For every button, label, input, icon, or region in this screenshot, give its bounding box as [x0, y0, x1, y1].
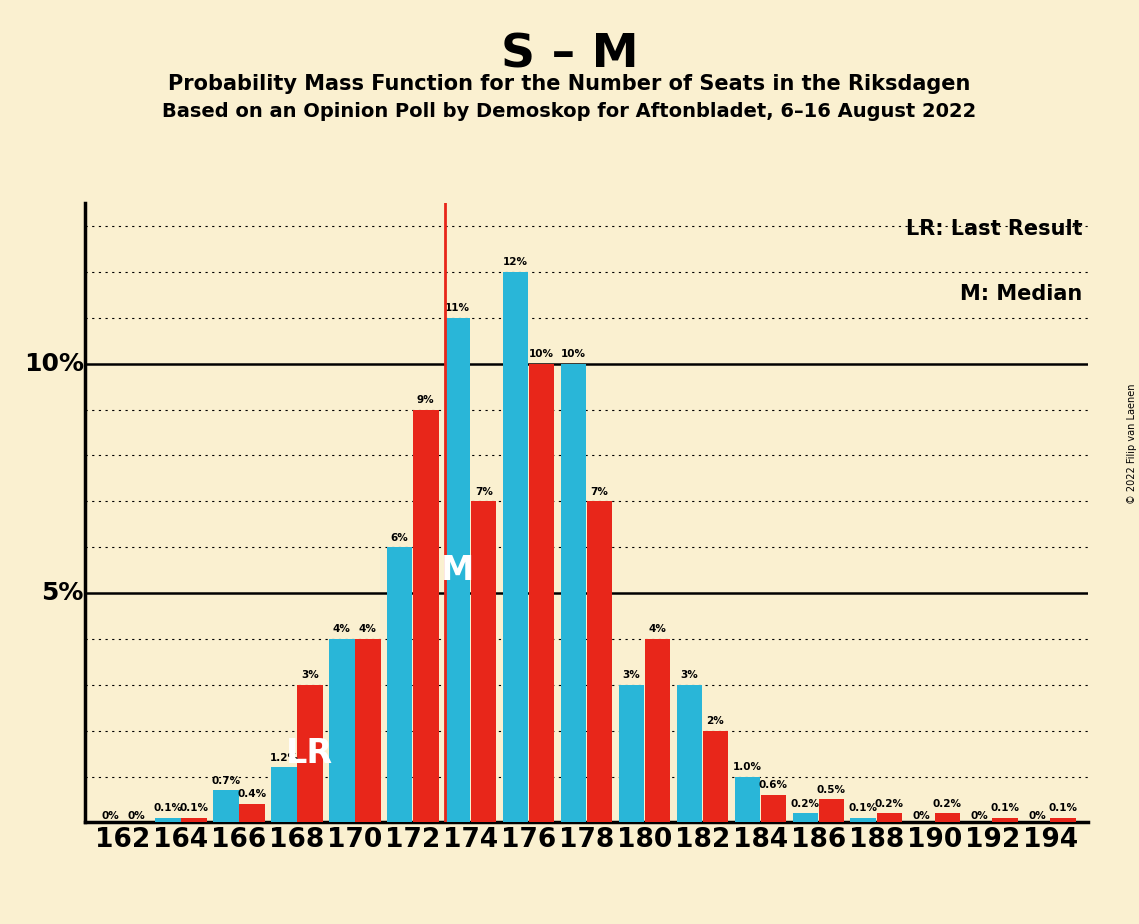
Text: 11%: 11%	[445, 303, 470, 313]
Bar	[677, 685, 702, 822]
Bar	[355, 638, 380, 822]
Bar	[645, 638, 671, 822]
Text: 6%: 6%	[391, 532, 409, 542]
Text: 0.1%: 0.1%	[154, 803, 182, 813]
Bar	[703, 731, 728, 822]
Text: 4%: 4%	[333, 625, 351, 635]
Bar	[181, 818, 207, 822]
Bar	[387, 547, 412, 822]
Bar	[413, 409, 439, 822]
Bar	[735, 776, 760, 822]
Text: 12%: 12%	[503, 258, 528, 267]
Text: 0.1%: 0.1%	[1049, 803, 1077, 813]
Text: 0.2%: 0.2%	[875, 798, 904, 808]
Bar	[297, 685, 322, 822]
Text: 4%: 4%	[648, 625, 666, 635]
Text: 0.1%: 0.1%	[180, 803, 208, 813]
Bar	[877, 813, 902, 822]
Text: 7%: 7%	[591, 487, 608, 497]
Text: LR: LR	[286, 737, 334, 770]
Bar	[445, 318, 470, 822]
Text: 10%: 10%	[530, 349, 555, 359]
Text: S – M: S – M	[501, 32, 638, 78]
Text: 9%: 9%	[417, 395, 435, 405]
Bar	[560, 364, 587, 822]
Text: 1.2%: 1.2%	[269, 753, 298, 762]
Text: Probability Mass Function for the Number of Seats in the Riksdagen: Probability Mass Function for the Number…	[169, 74, 970, 94]
Bar	[587, 502, 613, 822]
Text: 4%: 4%	[359, 625, 377, 635]
Text: 0%: 0%	[1029, 810, 1046, 821]
Text: 10%: 10%	[562, 349, 587, 359]
Text: Based on an Opinion Poll by Demoskop for Aftonbladet, 6–16 August 2022: Based on an Opinion Poll by Demoskop for…	[163, 102, 976, 121]
Bar	[329, 638, 354, 822]
Text: © 2022 Filip van Laenen: © 2022 Filip van Laenen	[1128, 383, 1137, 504]
Bar	[793, 813, 818, 822]
Text: 10%: 10%	[24, 352, 83, 376]
Text: 0.7%: 0.7%	[212, 775, 240, 785]
Bar	[213, 790, 239, 822]
Bar	[472, 502, 497, 822]
Bar	[155, 818, 181, 822]
Text: 0%: 0%	[912, 810, 931, 821]
Bar	[502, 272, 528, 822]
Text: 1.0%: 1.0%	[732, 762, 762, 772]
Text: 3%: 3%	[301, 670, 319, 680]
Bar	[239, 804, 264, 822]
Text: 0%: 0%	[970, 810, 988, 821]
Bar	[851, 818, 876, 822]
Text: 0.2%: 0.2%	[933, 798, 961, 808]
Text: 0.2%: 0.2%	[790, 798, 820, 808]
Text: 0.4%: 0.4%	[237, 789, 267, 799]
Bar	[271, 767, 296, 822]
Bar	[761, 795, 786, 822]
Text: 0.5%: 0.5%	[817, 784, 846, 795]
Text: 3%: 3%	[623, 670, 640, 680]
Bar	[618, 685, 645, 822]
Bar	[934, 813, 960, 822]
Text: 0%: 0%	[128, 810, 145, 821]
Text: M: Median: M: Median	[960, 284, 1083, 304]
Bar	[819, 799, 844, 822]
Text: 0.1%: 0.1%	[849, 803, 878, 813]
Bar	[528, 364, 555, 822]
Text: 0.1%: 0.1%	[991, 803, 1019, 813]
Text: M: M	[441, 553, 474, 587]
Text: LR: Last Result: LR: Last Result	[907, 219, 1083, 238]
Text: 5%: 5%	[41, 581, 83, 605]
Text: 0%: 0%	[101, 810, 118, 821]
Bar	[1050, 818, 1076, 822]
Bar	[992, 818, 1018, 822]
Text: 3%: 3%	[680, 670, 698, 680]
Text: 0.6%: 0.6%	[759, 780, 788, 790]
Text: 7%: 7%	[475, 487, 493, 497]
Text: 2%: 2%	[706, 716, 724, 726]
